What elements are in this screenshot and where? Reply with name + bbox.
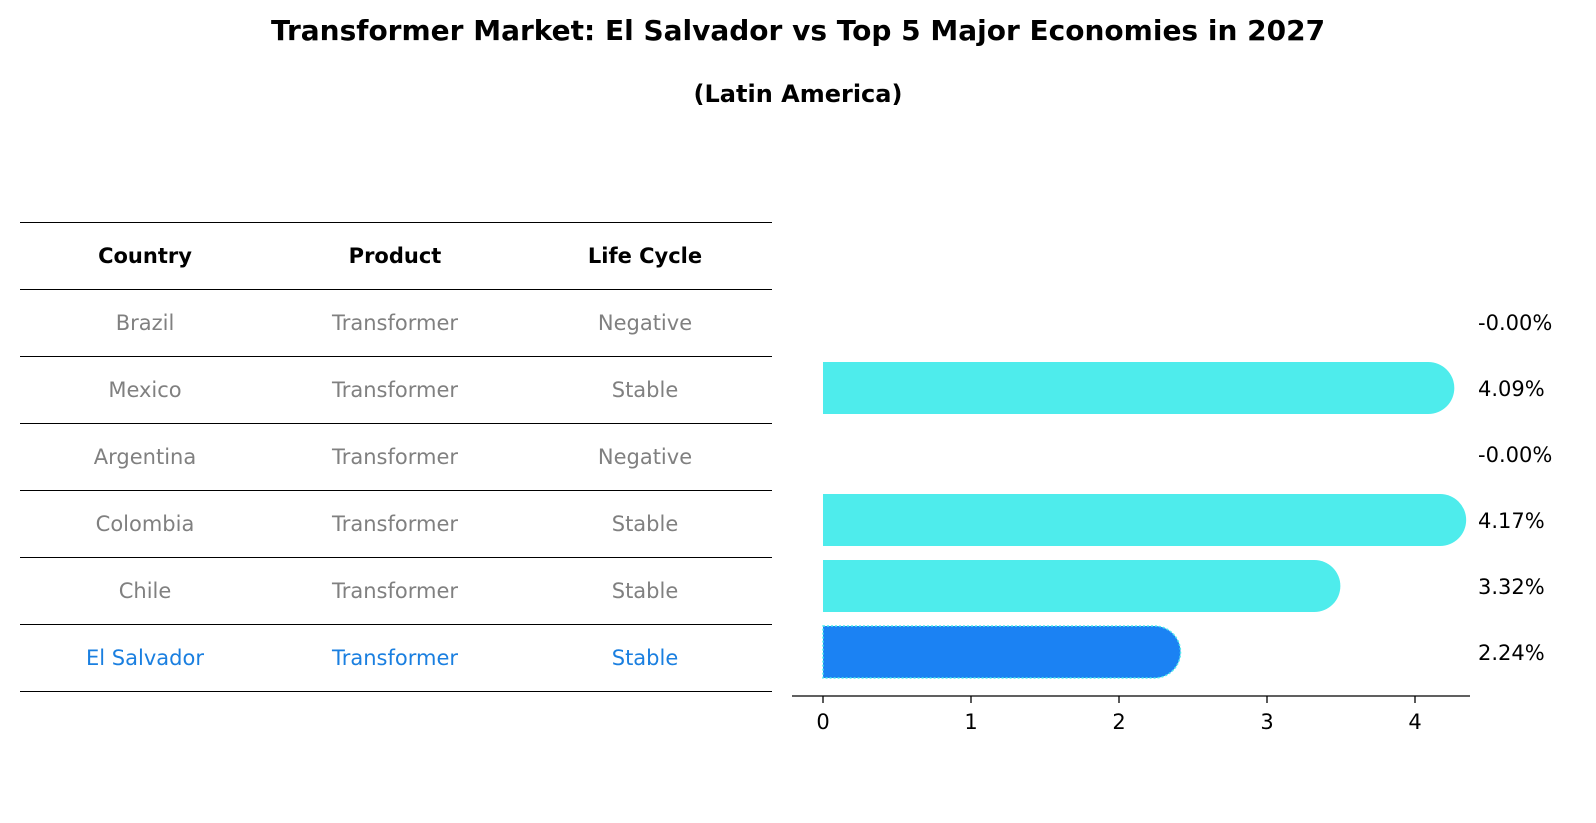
header-product: Product [348, 244, 442, 268]
cell-life-cycle: Stable [611, 512, 679, 536]
x-tick-label: 0 [816, 710, 829, 734]
data-label: 2.24% [1478, 641, 1545, 665]
data-label: 3.32% [1478, 575, 1545, 599]
cell-product: Transformer [331, 512, 458, 536]
table-row: Colombia Transformer Stable [20, 490, 772, 557]
x-tick-label: 1 [964, 710, 977, 734]
cell-country: El Salvador [86, 646, 204, 670]
data-table: Country Product Life Cycle Brazil Transf… [20, 222, 772, 692]
cell-country: Argentina [93, 445, 197, 469]
table-row: Argentina Transformer Negative [20, 423, 772, 490]
table-row-highlight: El Salvador Transformer Stable [20, 624, 772, 692]
chart-title: Transformer Market: El Salvador vs Top 5… [270, 14, 1326, 47]
chart-subtitle: (Latin America) [693, 80, 903, 108]
cell-country: Colombia [95, 512, 195, 536]
cell-product: Transformer [331, 378, 458, 402]
header-life-cycle: Life Cycle [587, 244, 703, 268]
data-label: 4.17% [1478, 509, 1545, 533]
table-row: Mexico Transformer Stable [20, 356, 772, 423]
cell-life-cycle: Negative [597, 311, 693, 335]
cell-country: Chile [118, 579, 172, 603]
x-tick-label: 2 [1112, 710, 1125, 734]
table-header-row: Country Product Life Cycle [20, 222, 772, 289]
bar-el-salvador [822, 625, 1182, 679]
cell-product: Transformer [331, 311, 458, 335]
x-tick-label: 3 [1260, 710, 1273, 734]
cell-life-cycle: Stable [611, 646, 679, 670]
header-country: Country [98, 244, 192, 268]
data-label: 4.09% [1478, 377, 1545, 401]
table-row: Chile Transformer Stable [20, 557, 772, 624]
cell-country: Mexico [108, 378, 182, 402]
x-tick-label: 4 [1408, 710, 1421, 734]
cell-product: Transformer [331, 445, 458, 469]
bar-colombia [823, 494, 1467, 546]
cell-country: Brazil [115, 311, 175, 335]
data-label: -0.00% [1478, 311, 1552, 335]
cell-life-cycle: Stable [611, 378, 679, 402]
cell-product: Transformer [331, 579, 458, 603]
table-row: Brazil Transformer Negative [20, 289, 772, 356]
bar-chile [823, 560, 1341, 612]
cell-life-cycle: Negative [597, 445, 693, 469]
data-label: -0.00% [1478, 443, 1552, 467]
bar-mexico [823, 362, 1455, 414]
cell-product: Transformer [331, 646, 458, 670]
cell-life-cycle: Stable [611, 579, 679, 603]
